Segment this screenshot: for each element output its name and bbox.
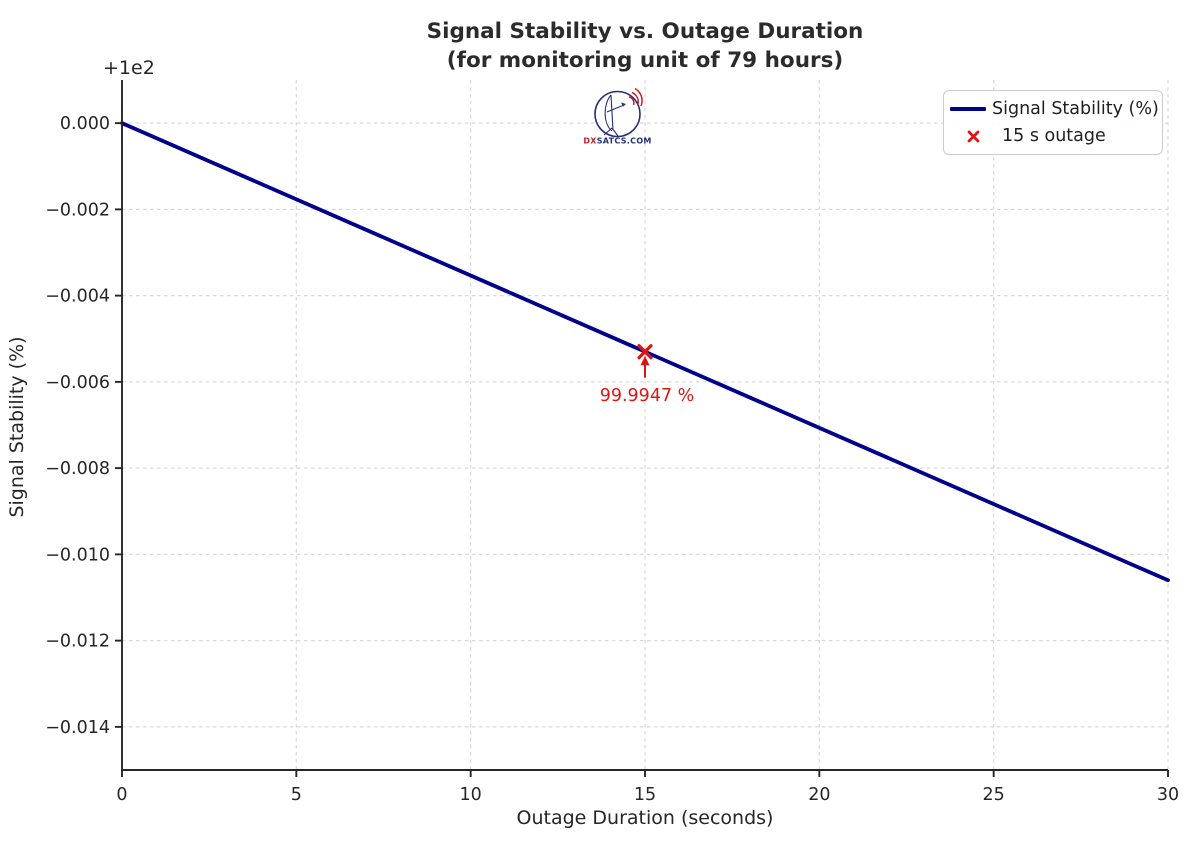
legend-label: 15 s outage (1002, 126, 1106, 146)
y-tick-label: −0.006 (45, 373, 110, 393)
signal-waves-icon (628, 96, 635, 106)
y-tick-label: −0.002 (45, 200, 110, 220)
chart-title: Signal Stability vs. Outage Duration (426, 19, 864, 44)
chart-title-block: Signal Stability vs. Outage Duration (fo… (122, 17, 1168, 75)
y-tick-label: −0.014 (45, 718, 110, 738)
axes-layer: 0 5 10 15 20 25 30 0.000 −0.002 −0.004 −0.006 −0.00… (45, 80, 1179, 805)
legend-line-swatch (950, 107, 986, 111)
annotation-arrow-head (640, 355, 650, 366)
logo: DXSATCS.COM (583, 87, 651, 146)
annotation-label: 99.9947 % (600, 386, 695, 406)
y-tick-label: −0.008 (45, 459, 110, 479)
legend-item-outage: 15 s outage (950, 124, 1154, 148)
signal-waves-icon (634, 87, 643, 107)
x-tick-label: 30 (1157, 785, 1179, 805)
y-tick-label: 0.000 (60, 114, 110, 134)
line-swatch-icon (950, 107, 986, 111)
x-tick-label: 10 (460, 785, 482, 805)
signal-waves-icon (631, 91, 639, 106)
legend-marker-swatch (950, 129, 996, 144)
x-tick-label: 5 (291, 785, 302, 805)
legend: Signal Stability (%) 15 s outage (943, 90, 1163, 155)
x-axis-label: Outage Duration (seconds) (517, 807, 774, 829)
x-tick-label: 15 (634, 785, 656, 805)
legend-label: Signal Stability (%) (992, 99, 1159, 119)
y-tick-label: −0.012 (45, 632, 110, 652)
satellite-dish-icon (610, 94, 614, 131)
logo-wordmark: DXSATCS.COM (583, 137, 651, 146)
logo-text-dx: DX (583, 137, 597, 146)
y-tick-label: −0.004 (45, 287, 110, 307)
chart-subtitle: (for monitoring unit of 79 hours) (446, 48, 844, 73)
logo-circle (594, 90, 641, 138)
y-axis-offset-label: +1e2 (103, 57, 155, 79)
grid-layer (121, 80, 1169, 770)
series-layer (120, 121, 1170, 583)
satellite-feed-arm-icon (606, 104, 625, 113)
x-marker-icon (967, 130, 979, 142)
satellite-arrow-icon (621, 102, 626, 107)
x-tick-label: 20 (808, 785, 830, 805)
logo-text-rest: SATCS.COM (597, 137, 652, 146)
satellite-dish-icon (604, 94, 613, 132)
x-tick-label: 0 (116, 785, 127, 805)
y-tick-label: −0.010 (45, 545, 110, 565)
outage-marker (637, 344, 653, 360)
x-tick-label: 25 (983, 785, 1005, 805)
legend-item-signal-stability: Signal Stability (%) (950, 97, 1159, 121)
satellite-dish-icon (603, 127, 619, 137)
y-axis-label: Signal Stability (%) (6, 336, 28, 517)
